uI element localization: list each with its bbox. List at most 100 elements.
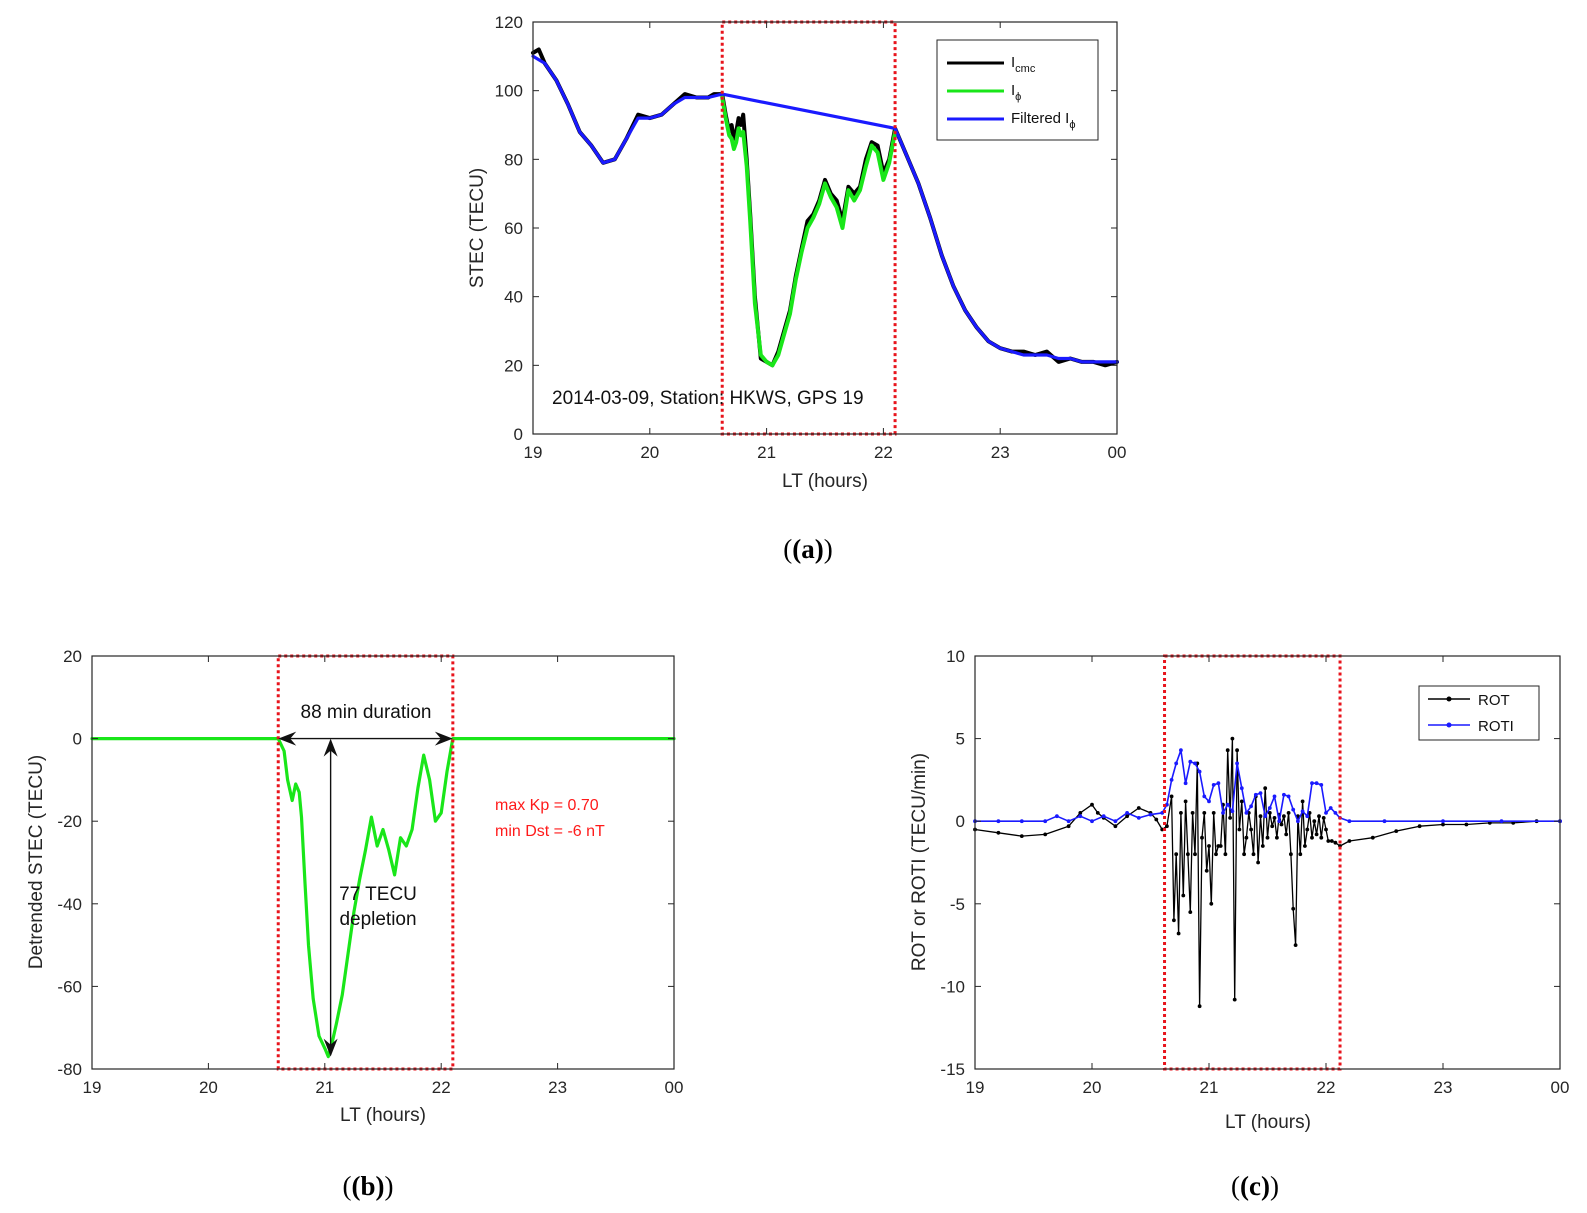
c-rot-point <box>1136 806 1141 810</box>
c-rot-point <box>1333 840 1338 845</box>
c-roti-point <box>1441 819 1445 824</box>
c-roti-point <box>1499 819 1504 824</box>
c-rot-point <box>1043 832 1048 837</box>
c-rot-point <box>1078 811 1083 815</box>
c-rot-point <box>996 830 1001 835</box>
b-ytick-label: -80 <box>57 1060 82 1079</box>
c-rot-point <box>1125 814 1129 819</box>
c-rot-point <box>1190 811 1195 815</box>
c-roti-point <box>1249 804 1253 809</box>
c-roti-point <box>996 819 1001 824</box>
c-rot-point <box>1329 839 1334 843</box>
c-rot-point <box>1282 814 1286 819</box>
c-rot-point <box>1256 860 1260 865</box>
c-rot-point <box>1230 736 1235 741</box>
c-rot-point <box>1312 819 1317 824</box>
chart-c: 19 20 21 22 23 00 -15 -10 -5 0 5 10 LT (hours) ROT … <box>909 647 1569 1201</box>
c-rot-point <box>1270 824 1275 829</box>
c-rot-point <box>1183 799 1188 804</box>
c-rot-point <box>1211 811 1216 815</box>
b-xtick-label: 00 <box>665 1078 684 1097</box>
c-rot-point <box>1202 811 1207 815</box>
chart-b-depletion-label-2: depletion <box>339 909 416 930</box>
c-roti-point <box>1258 791 1263 795</box>
c-roti-point <box>1125 811 1129 815</box>
a-ytick-label: 0 <box>514 425 523 444</box>
c-rot-point <box>1249 827 1253 832</box>
legend-roti-label: ROTI <box>1478 718 1514 735</box>
c-roti-point <box>1253 792 1258 797</box>
c-rot-point <box>1298 852 1303 857</box>
c-rot-point <box>1314 832 1319 837</box>
c-xtick-label: 19 <box>966 1078 985 1097</box>
legend-iphi-label: Iϕ <box>1011 82 1021 103</box>
c-rot-point <box>1464 822 1469 827</box>
b-xtick-label: 21 <box>315 1078 334 1097</box>
c-rot-point <box>1200 835 1204 840</box>
c-rot-point <box>1300 799 1305 804</box>
b-series-detrended-stec-line <box>90 736 676 1059</box>
c-rot-point <box>1225 748 1230 753</box>
c-rot-point <box>1279 822 1284 827</box>
c-rot-point <box>1272 816 1277 820</box>
c-rot-point <box>1181 893 1186 898</box>
c-roti-point <box>1202 794 1207 799</box>
c-roti-point <box>1239 786 1244 791</box>
c-roti-point <box>1333 811 1338 815</box>
b-xtick-label: 19 <box>83 1078 102 1097</box>
c-roti-point <box>1305 814 1310 819</box>
c-rot-point <box>1291 906 1296 911</box>
c-ytick-label: -15 <box>940 1060 965 1079</box>
c-rot-point <box>1258 814 1263 819</box>
c-rot-point <box>1165 824 1169 829</box>
c-roti-point <box>1319 783 1324 787</box>
a-ytick-label: 80 <box>504 150 523 169</box>
c-roti-point <box>1066 819 1071 824</box>
c-rot-point <box>1204 868 1209 873</box>
b-ytick-label: -20 <box>57 812 82 831</box>
chart-b-xlabel: LT (hours) <box>340 1105 426 1126</box>
c-roti-point <box>1225 802 1230 807</box>
c-rot-point <box>1305 827 1310 832</box>
depletion-arrow-head-top <box>323 738 338 757</box>
c-roti-point <box>1183 781 1188 786</box>
c-roti-point <box>1296 819 1300 824</box>
b-xtick-label: 23 <box>548 1078 567 1097</box>
chart-a-annotation: 2014-03-09, Station: HKWS, GPS 19 <box>552 388 864 409</box>
c-roti-point <box>1197 769 1202 774</box>
a-xtick-label: 20 <box>640 443 659 462</box>
c-rot-point <box>1417 824 1422 829</box>
c-roti-point <box>1188 759 1193 764</box>
c-xtick-label: 23 <box>1434 1078 1453 1097</box>
chart-a-series <box>531 47 1119 368</box>
c-roti-point <box>1314 781 1319 786</box>
c-xtick-label: 21 <box>1200 1078 1219 1097</box>
chart-b-ylabel: Detrended STEC (TECU) <box>26 755 47 969</box>
c-roti-point <box>1230 809 1235 814</box>
c-roti-point <box>1043 819 1048 824</box>
a-ytick-label: 40 <box>504 288 523 307</box>
c-ytick-label: 0 <box>956 812 965 831</box>
c-rot-point <box>1284 832 1289 837</box>
a-ytick-label: 60 <box>504 219 523 238</box>
b-ytick-label: 20 <box>63 647 82 666</box>
c-rot-point <box>1179 811 1183 815</box>
c-rot-point <box>1095 811 1100 815</box>
chart-a-legend: Icmc Iϕ Filtered Iϕ <box>936 39 1099 141</box>
c-rot-point <box>1235 748 1239 753</box>
c-rot-point <box>1441 822 1445 827</box>
b-ytick-label: -60 <box>57 977 82 996</box>
c-rot-point <box>1186 852 1190 857</box>
c-roti-point <box>1101 814 1106 819</box>
c-rot-point <box>1207 844 1211 848</box>
c-roti-point <box>1235 761 1239 766</box>
duration-arrow-head-right <box>434 731 453 746</box>
c-roti-point <box>1193 761 1197 766</box>
c-roti-point <box>1267 806 1272 810</box>
c-roti-point <box>1090 819 1094 824</box>
c-rot-point <box>1188 910 1193 914</box>
c-rot-point <box>1242 852 1246 857</box>
a-xtick-label: 19 <box>524 443 543 462</box>
